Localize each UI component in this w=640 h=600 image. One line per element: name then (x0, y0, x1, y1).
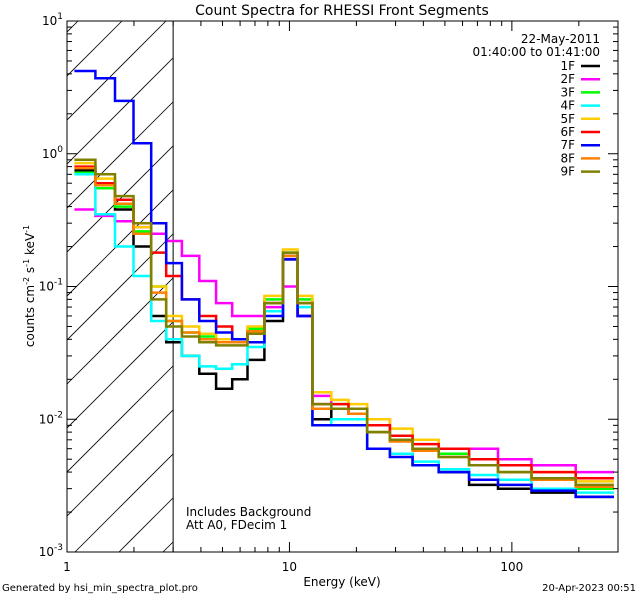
x-tick-label: 10 (282, 560, 297, 574)
chart-title: Count Spectra for RHESSI Front Segments (195, 3, 489, 19)
legend-label-5F: 5F (560, 112, 575, 126)
axis-ticks: 1 10 100 101 100 10-1 10-2 10-3 (39, 12, 619, 574)
y-tick-label: 100 (42, 145, 63, 161)
legend-label-6F: 6F (560, 125, 575, 139)
hatched-region (67, 21, 618, 552)
y-axis-label: counts cm-2 s-1 keV-1 (22, 225, 37, 347)
x-tick-label: 100 (500, 560, 523, 574)
legend-label-7F: 7F (560, 138, 575, 152)
legend: 22-May-2011 01:40:00 to 01:41:00 1F2F3F4… (473, 32, 600, 179)
series-group (74, 69, 614, 499)
footer-generated-by: Generated by hsi_min_spectra_plot.pro (2, 583, 198, 594)
hatch-line (67, 21, 211, 165)
legend-time-range: 01:40:00 to 01:41:00 (473, 45, 600, 59)
y-tick-label: 10-2 (39, 410, 63, 426)
legend-label-1F: 1F (560, 59, 575, 73)
hatch-line (67, 21, 167, 121)
hatch-line (67, 21, 255, 209)
legend-label-3F: 3F (560, 85, 575, 99)
legend-label-4F: 4F (560, 99, 575, 113)
annotation-background: Includes Background (186, 505, 311, 519)
y-tick-label: 10-3 (39, 543, 63, 559)
x-tick-label: 1 (63, 560, 71, 574)
series-line-9F (74, 158, 614, 487)
legend-label-9F: 9F (560, 165, 575, 179)
footer-timestamp: 20-Apr-2023 00:51 (542, 583, 636, 594)
hatch-mask (173, 21, 618, 552)
y-tick-label: 10-1 (39, 278, 63, 294)
y-tick-label: 101 (42, 12, 63, 28)
legend-label-2F: 2F (560, 72, 575, 86)
x-axis-label: Energy (keV) (303, 575, 380, 589)
legend-date: 22-May-2011 (521, 32, 600, 46)
annotation-attenuator: Att A0, FDecim 1 (186, 518, 287, 532)
legend-label-8F: 8F (560, 151, 575, 165)
